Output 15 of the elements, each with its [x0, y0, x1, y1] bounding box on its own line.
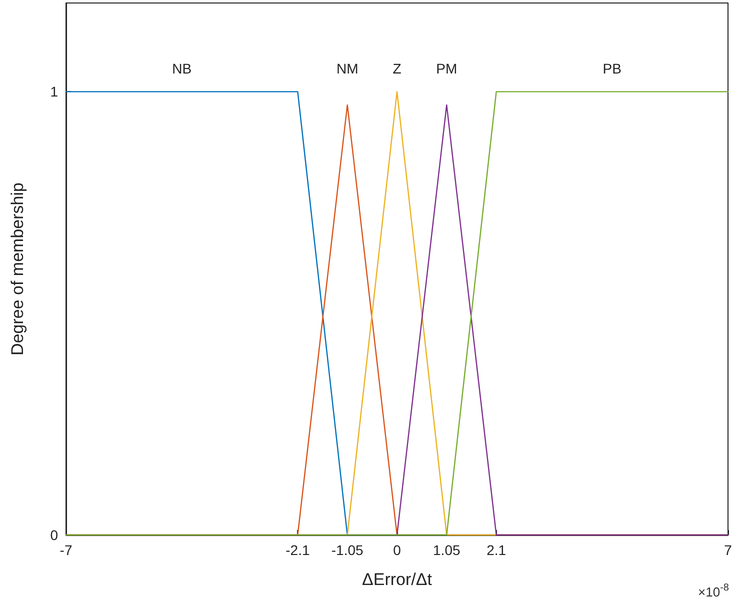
x-tick-label: 0	[393, 542, 402, 558]
y-axis-title: Degree of membership	[8, 182, 27, 356]
x-tick-label: -1.05	[331, 542, 364, 558]
series-label: Z	[392, 60, 402, 77]
x-tick-label: 1.05	[433, 542, 460, 558]
series-label: NB	[172, 60, 192, 77]
series-label: PB	[602, 60, 622, 77]
x-tick-label: -7	[60, 542, 72, 558]
y-tick-label: 1	[50, 84, 58, 100]
x-tick-label: 7	[724, 542, 732, 558]
x-axis-title: ΔError/Δt	[362, 570, 432, 589]
text: PM	[436, 60, 458, 77]
x-tick-label: 2.1	[486, 542, 506, 558]
text: NM	[336, 60, 358, 77]
x-tick-label: -2.1	[286, 542, 310, 558]
